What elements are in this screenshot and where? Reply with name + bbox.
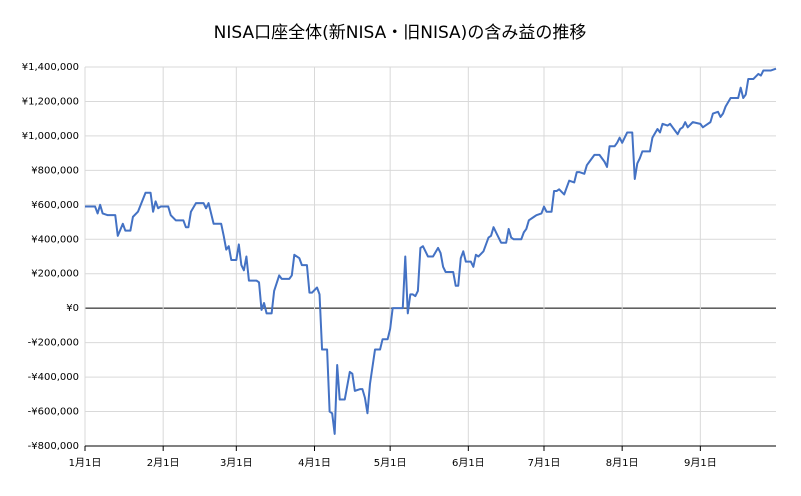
x-tick-label: 9月1日 — [684, 457, 717, 469]
x-tick-label: 5月1日 — [374, 457, 407, 469]
y-tick-label: -¥800,000 — [28, 441, 79, 452]
y-tick-label: ¥600,000 — [31, 200, 79, 211]
line-series — [85, 67, 777, 435]
x-tick-label: 1月1日 — [69, 457, 102, 469]
x-tick-label: 2月1日 — [147, 457, 180, 469]
y-tick-label: -¥400,000 — [28, 372, 79, 383]
y-tick-label: ¥1,000,000 — [22, 131, 79, 142]
y-tick-label: ¥1,200,000 — [22, 96, 79, 107]
chart-title: NISA口座全体(新NISA・旧NISA)の含み益の推移 — [214, 23, 587, 43]
y-tick-label: -¥200,000 — [28, 338, 79, 349]
x-tick-label: 3月1日 — [220, 457, 253, 469]
x-tick-label: 8月1日 — [606, 457, 639, 469]
y-tick-label: ¥200,000 — [31, 269, 79, 280]
x-tick-label: 6月1日 — [452, 457, 485, 469]
x-tick-label: 4月1日 — [298, 457, 331, 469]
y-tick-label: -¥600,000 — [28, 407, 79, 418]
y-tick-label: ¥400,000 — [31, 234, 79, 245]
y-tick-label: ¥800,000 — [31, 165, 79, 176]
y-tick-label: ¥0 — [66, 303, 79, 314]
y-tick-label: ¥1,400,000 — [22, 62, 79, 73]
x-tick-label: 7月1日 — [528, 457, 561, 469]
